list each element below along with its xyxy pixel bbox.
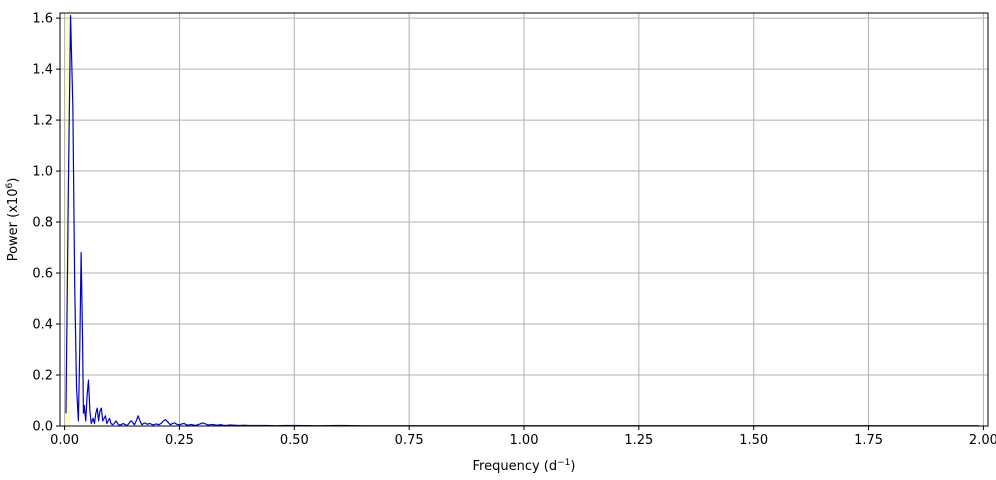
y-tick-label: 1.6 [32, 12, 53, 27]
y-tick-label: 1.0 [32, 165, 53, 180]
y-tick-label: 0.6 [32, 267, 53, 282]
y-tick-label: 1.4 [32, 63, 53, 78]
x-tick-label: 1.00 [510, 433, 539, 448]
y-tick-label: 0.4 [32, 318, 53, 333]
x-tick-label: 1.75 [854, 433, 883, 448]
x-tick-label: 1.25 [624, 433, 653, 448]
y-axis-label-superscript: 6 [5, 183, 15, 189]
x-tick-label: 1.50 [739, 433, 768, 448]
x-tick-label: 0.50 [280, 433, 309, 448]
x-tick-label: 0.00 [50, 433, 79, 448]
x-tick-label: 0.75 [395, 433, 424, 448]
x-axis-label: Frequency (d−1) [473, 458, 576, 474]
y-axis-label-text: Power (x10 [6, 189, 21, 262]
tick-layer: 0.00 0.25 0.50 0.75 1.00 1.25 1.50 1.75 2.00 0.0 0… [32, 12, 996, 448]
y-axis-label-suffix: ) [6, 178, 21, 183]
x-tick-label: 2.00 [969, 433, 996, 448]
y-tick-label: 0.8 [32, 216, 53, 231]
x-axis-label-superscript: −1 [557, 458, 570, 468]
x-tick-label: 0.25 [165, 433, 194, 448]
x-axis-label-text: Frequency (d [473, 459, 558, 474]
y-axis-label: Power (x106) [5, 178, 21, 262]
y-tick-label: 1.2 [32, 114, 53, 129]
y-tick-label: 0.2 [32, 369, 53, 384]
series-layer [65, 14, 979, 427]
power-spectrum-line [65, 14, 979, 427]
x-axis-label-suffix: ) [570, 459, 575, 474]
y-tick-label: 0.0 [32, 420, 53, 435]
